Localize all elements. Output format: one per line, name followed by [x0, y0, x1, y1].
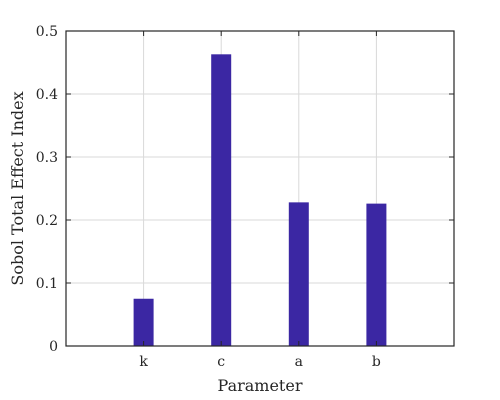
y-tick-label: 0.5: [36, 24, 58, 40]
grid-lines: [66, 31, 454, 346]
x-tick-label: a: [295, 354, 303, 370]
x-tick-label: c: [217, 354, 225, 370]
x-tick-label: b: [372, 354, 381, 370]
bar-b: [366, 203, 387, 346]
y-tick-label: 0.2: [36, 213, 58, 229]
bar-a: [288, 202, 309, 346]
y-tick-label: 0.1: [36, 276, 58, 292]
x-tick-label: k: [139, 354, 148, 370]
bars: [133, 54, 387, 347]
y-tick-label: 0: [49, 339, 58, 355]
y-tick-label: 0.4: [36, 87, 58, 103]
x-axis-label: Parameter: [218, 376, 303, 395]
bar-k: [133, 298, 154, 346]
plot-frame: [65, 30, 455, 347]
ticks: 0 0.1 0.2 0.3 0.4 0.5 k c a b: [36, 24, 454, 370]
y-tick-label: 0.3: [36, 150, 58, 166]
y-axis-label: Sobol Total Effect Index: [8, 91, 27, 285]
bar-c: [211, 54, 232, 347]
